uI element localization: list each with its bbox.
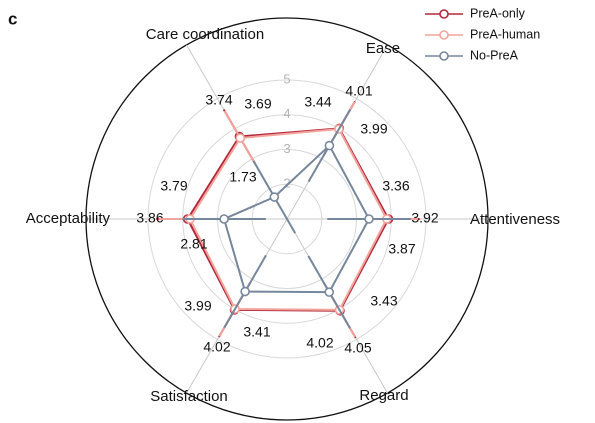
value-label: 4.02 xyxy=(203,339,230,355)
category-label: Acceptability xyxy=(26,210,111,227)
value-label: 3.87 xyxy=(388,241,415,257)
legend-label: No-PreA xyxy=(470,48,519,62)
point xyxy=(324,140,335,151)
value-label: 3.44 xyxy=(304,94,331,110)
legend-marker xyxy=(439,51,449,61)
point xyxy=(240,286,250,297)
value-label: 4.05 xyxy=(344,340,371,356)
value-label: 3.43 xyxy=(370,293,397,309)
value-label: 3.79 xyxy=(160,178,187,194)
value-label: 3.92 xyxy=(411,210,438,226)
value-label: 4.02 xyxy=(306,335,333,351)
category-label: Satisfaction xyxy=(150,388,228,405)
category-label: Care coordination xyxy=(146,26,264,43)
point xyxy=(269,192,280,202)
value-label: 3.41 xyxy=(243,324,270,340)
value-label: 3.74 xyxy=(205,92,232,108)
point xyxy=(219,214,229,224)
r-tick-label: 3 xyxy=(283,141,290,156)
value-label: 1.73 xyxy=(229,169,256,185)
value-label: 4.01 xyxy=(345,83,372,99)
value-label: 3.99 xyxy=(360,121,387,137)
panel-label: c xyxy=(8,9,17,28)
point xyxy=(324,287,335,297)
value-label: 3.86 xyxy=(136,210,163,226)
legend-marker xyxy=(439,30,449,40)
category-label: Attentiveness xyxy=(470,211,560,228)
category-label: Regard xyxy=(359,387,408,404)
r-tick-label: 4 xyxy=(283,106,290,121)
point xyxy=(235,133,246,143)
legend-label: PreA-human xyxy=(470,27,540,41)
value-label: 3.36 xyxy=(382,178,409,194)
legend-label: PreA-only xyxy=(470,6,526,20)
category-label: Ease xyxy=(366,40,400,57)
point xyxy=(364,214,374,224)
r-tick-label: 2 xyxy=(283,176,290,191)
legend-marker xyxy=(439,9,449,19)
r-tick-label: 5 xyxy=(283,71,290,86)
value-label: 2.81 xyxy=(180,236,207,252)
value-label: 3.99 xyxy=(184,298,211,314)
value-label: 3.69 xyxy=(244,96,271,112)
